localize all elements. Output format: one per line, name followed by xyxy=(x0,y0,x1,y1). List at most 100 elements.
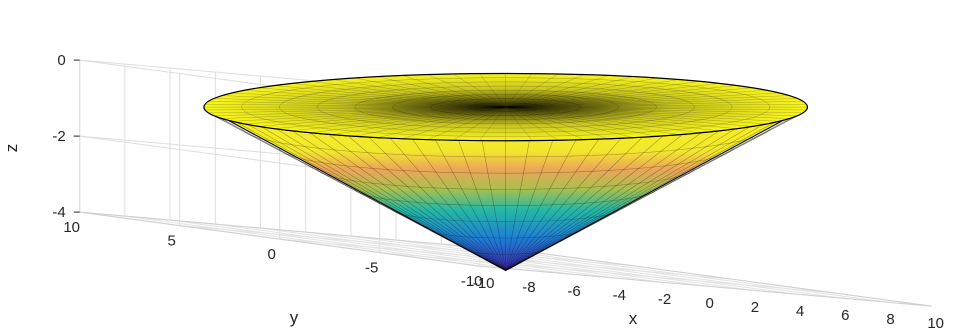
rim-spoke-line xyxy=(505,73,559,108)
rim-spoke-line xyxy=(505,87,753,108)
rim-spoke-line xyxy=(479,73,506,108)
rim-spoke-line xyxy=(258,87,506,108)
cone-mesh-line xyxy=(276,128,506,271)
cone-ring-line xyxy=(279,147,733,174)
cone-mesh-line xyxy=(207,112,506,271)
rim-spoke-line xyxy=(505,74,584,108)
rim-spoke-line xyxy=(505,106,584,140)
rim-spoke-line xyxy=(479,106,506,141)
x-tick-label: -8 xyxy=(522,279,535,296)
rim-spoke-line xyxy=(505,106,679,135)
x-tick-label: 6 xyxy=(841,307,849,324)
rim-spoke-line xyxy=(505,98,798,108)
cone-mesh-line xyxy=(505,109,807,271)
y-tick-label: -5 xyxy=(365,260,378,277)
rim-spoke-line xyxy=(427,74,506,108)
cone-mesh-line xyxy=(212,114,506,271)
axes-box xyxy=(79,59,932,307)
cone-mesh-line xyxy=(226,119,506,271)
cone-mesh-line xyxy=(309,132,506,271)
cone-mesh-line xyxy=(505,130,720,271)
rim-ring-line xyxy=(241,77,771,137)
rim-spoke-line xyxy=(244,106,506,125)
rim-spoke-line xyxy=(505,77,657,108)
y-axis-ticks: -10 -5 0 5 10 xyxy=(63,219,482,290)
rim-spoke-line xyxy=(505,106,700,134)
cone-mesh-line xyxy=(458,140,506,271)
rim-spoke-line xyxy=(292,83,506,108)
cone-mesh-line xyxy=(505,132,702,271)
rim-spoke-line xyxy=(505,81,700,108)
z-tick-label: -4 xyxy=(52,204,65,221)
cone-mesh-line xyxy=(505,124,764,271)
rim-spoke-line xyxy=(505,106,807,111)
cone-mesh-line xyxy=(203,106,506,271)
y-tick-label: 10 xyxy=(63,219,80,236)
rim-ring-line xyxy=(279,81,733,133)
rim-spoke-line xyxy=(427,106,506,140)
cone-mesh-line xyxy=(505,140,554,271)
rim-spoke-line xyxy=(205,106,506,111)
cone-mesh-line xyxy=(505,137,622,271)
floor-grid-line xyxy=(379,252,832,294)
cone-mesh-line xyxy=(236,122,506,271)
rim-ring-line xyxy=(203,73,808,141)
floor-grid-line xyxy=(179,225,632,267)
rim-spoke-line xyxy=(505,106,780,122)
cone-mesh-line xyxy=(505,134,684,271)
cone-mesh-line xyxy=(389,137,506,271)
cone-surface xyxy=(203,72,809,272)
rim-spoke-line xyxy=(505,83,720,108)
rim-spoke-line xyxy=(208,106,506,114)
cone-rim xyxy=(203,72,809,142)
cone-mesh-line xyxy=(347,135,506,271)
x-tick-label: 2 xyxy=(751,299,759,316)
x-axis-label: x xyxy=(629,309,638,328)
y-tick-label: -10 xyxy=(461,273,483,290)
cone-ring-line xyxy=(392,209,620,223)
cone-mesh-line xyxy=(505,138,600,271)
rim-spoke-line xyxy=(505,106,559,141)
rim-spoke-line xyxy=(453,73,506,108)
rim-spoke-line xyxy=(505,106,657,137)
cone-mesh-line xyxy=(434,139,506,271)
rim-spoke-line xyxy=(505,106,790,119)
rim-spoke-line xyxy=(453,106,506,141)
rim-spoke-line xyxy=(232,92,506,108)
rim-spoke-line xyxy=(505,90,768,108)
cone-mesh-line xyxy=(368,136,506,271)
rim-spoke-line xyxy=(232,106,506,122)
cone-mesh-line xyxy=(505,139,577,271)
rim-spoke-line xyxy=(505,106,720,132)
rim-spoke-line xyxy=(354,77,506,108)
rim-spoke-line xyxy=(505,106,533,141)
rim-spoke-line xyxy=(292,106,506,132)
rim-spoke-line xyxy=(505,85,737,108)
z-tick-label: 0 xyxy=(57,52,65,69)
rim-mesh xyxy=(203,73,808,141)
cone-mesh-line xyxy=(248,124,506,271)
cone-mesh-line xyxy=(505,128,736,271)
cone-mesh-line xyxy=(218,117,506,271)
cone-mesh-line xyxy=(328,134,506,271)
rim-ring-line xyxy=(467,102,544,112)
cone-mesh-line xyxy=(505,119,785,271)
x-tick-label: -2 xyxy=(658,291,671,308)
x-tick-label: 10 xyxy=(927,315,944,328)
x-tick-label: -10 xyxy=(473,275,495,292)
rim-spoke-line xyxy=(505,76,634,108)
cone-mesh xyxy=(203,106,808,271)
cone-mesh-line xyxy=(412,138,506,271)
y-tick-label: 5 xyxy=(168,233,176,250)
rim-spoke-line xyxy=(332,106,506,135)
cone-ring-line xyxy=(316,168,695,190)
cone-ring-line xyxy=(467,249,544,255)
rim-spoke-line xyxy=(214,106,506,117)
rim-spoke-line xyxy=(505,103,807,108)
rim-spoke-line xyxy=(505,79,679,108)
x-tick-label: 4 xyxy=(796,303,804,320)
rim-spoke-line xyxy=(402,75,506,108)
rim-spoke-line xyxy=(205,103,506,108)
rim-spoke-line xyxy=(222,106,506,119)
